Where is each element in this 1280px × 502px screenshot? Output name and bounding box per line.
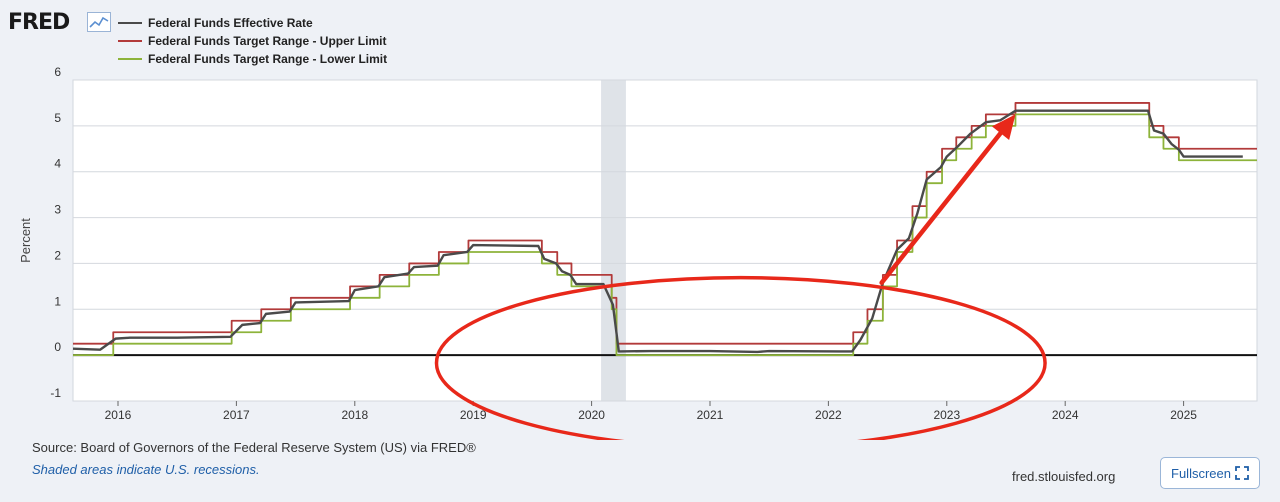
x-tick-label: 2018 — [341, 408, 368, 422]
x-tick-label: 2024 — [1052, 408, 1079, 422]
legend-swatch-effective — [118, 22, 142, 24]
x-tick-label: 2023 — [933, 408, 960, 422]
recession-band — [601, 80, 626, 401]
legend-item-upper-limit: Federal Funds Target Range - Upper Limit — [118, 32, 387, 50]
source-note: Source: Board of Governors of the Federa… — [32, 440, 476, 455]
x-tick-label: 2025 — [1170, 408, 1197, 422]
fullscreen-label: Fullscreen — [1171, 465, 1231, 481]
annotation-circle — [434, 275, 1047, 440]
fullscreen-button[interactable]: Fullscreen — [1160, 457, 1260, 489]
legend-label-lower: Federal Funds Target Range - Lower Limit — [148, 52, 388, 66]
series-effective-rate — [72, 109, 1243, 354]
legend-swatch-upper — [118, 40, 142, 42]
site-url[interactable]: fred.stlouisfed.org — [1012, 469, 1116, 484]
x-tick-label: 2017 — [223, 408, 250, 422]
annotation-arrow-shaft — [879, 130, 1003, 285]
y-tick-label: 5 — [54, 111, 61, 125]
legend-label-upper: Federal Funds Target Range - Upper Limit — [148, 34, 387, 48]
legend-label-effective: Federal Funds Effective Rate — [148, 16, 313, 30]
y-tick-label: 1 — [54, 294, 61, 308]
y-tick-label: 3 — [54, 203, 61, 217]
chart-plot: -1 0 1 2 3 4 5 6 2016 2017 2018 2019 2020 2021 2022 202… — [18, 65, 1258, 440]
x-tick-label: 2021 — [697, 408, 724, 422]
series-upper-limit — [73, 102, 1257, 345]
y-tick-label: 4 — [54, 157, 61, 171]
y-tick-label: 6 — [54, 65, 61, 79]
y-tick-label: 0 — [54, 340, 61, 354]
annotation-arrow-head — [991, 114, 1016, 141]
expand-icon — [1235, 466, 1249, 480]
x-tick-label: 2016 — [105, 408, 132, 422]
series-lower-limit — [73, 113, 1257, 357]
plot-background — [72, 79, 1258, 402]
legend-item-effective-rate: Federal Funds Effective Rate — [118, 14, 387, 32]
fred-graph-icon — [87, 12, 111, 32]
x-tick-label: 2020 — [578, 408, 605, 422]
legend-swatch-lower — [118, 58, 142, 60]
y-tick-label: -1 — [50, 386, 61, 400]
y-axis-label: Percent — [18, 218, 33, 263]
x-tick-label: 2019 — [460, 408, 487, 422]
legend-item-lower-limit: Federal Funds Target Range - Lower Limit — [118, 50, 387, 68]
y-tick-label: 2 — [54, 248, 61, 262]
x-tick-label: 2022 — [815, 408, 842, 422]
chart-legend: Federal Funds Effective Rate Federal Fun… — [118, 14, 387, 68]
fred-logo: FRED — [8, 10, 70, 35]
recession-note: Shaded areas indicate U.S. recessions. — [32, 462, 260, 477]
